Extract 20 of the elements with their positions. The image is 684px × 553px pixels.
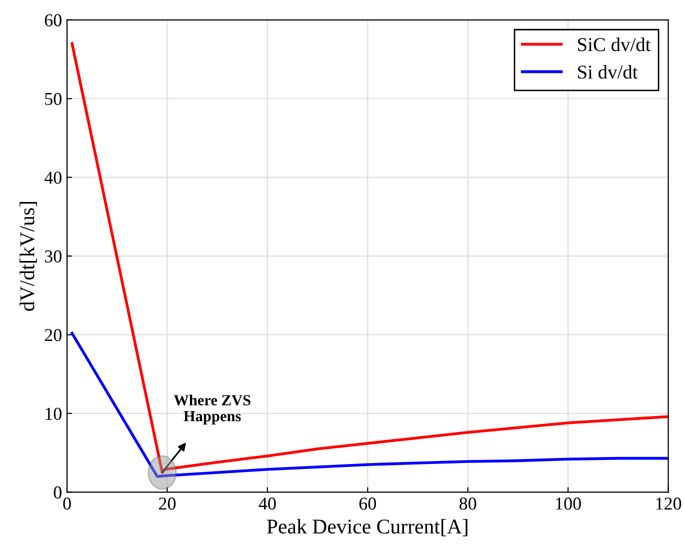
annotation: Where ZVS Happens	[174, 394, 250, 424]
line-series	[70, 332, 668, 478]
y-tick-label: 10	[46, 408, 62, 420]
legend-label: SiC dv/dt	[578, 38, 651, 52]
x-tick-label: 20	[159, 498, 176, 510]
x-tick-label: 80	[460, 498, 476, 510]
y-tick-label: 30	[44, 250, 62, 262]
y-tick-label: 60	[44, 14, 62, 26]
x-axis-title: Peak Device Current[A]	[267, 518, 468, 536]
x-tick-label: 0	[63, 498, 71, 510]
y-tick-label: 20	[44, 329, 62, 342]
x-tick-label: 120	[656, 498, 682, 510]
x-tick-label: 60	[359, 498, 376, 510]
y-tick-label: 0	[54, 486, 62, 499]
legend-label: Si dv/dt	[578, 65, 638, 79]
x-tick-label: 40	[258, 498, 276, 510]
x-tick-label: 100	[556, 498, 581, 510]
y-tick-label: 40	[44, 172, 62, 184]
y-axis-title: dV/dt[kV/us]	[20, 202, 37, 311]
y-tick-label: 50	[45, 92, 62, 106]
